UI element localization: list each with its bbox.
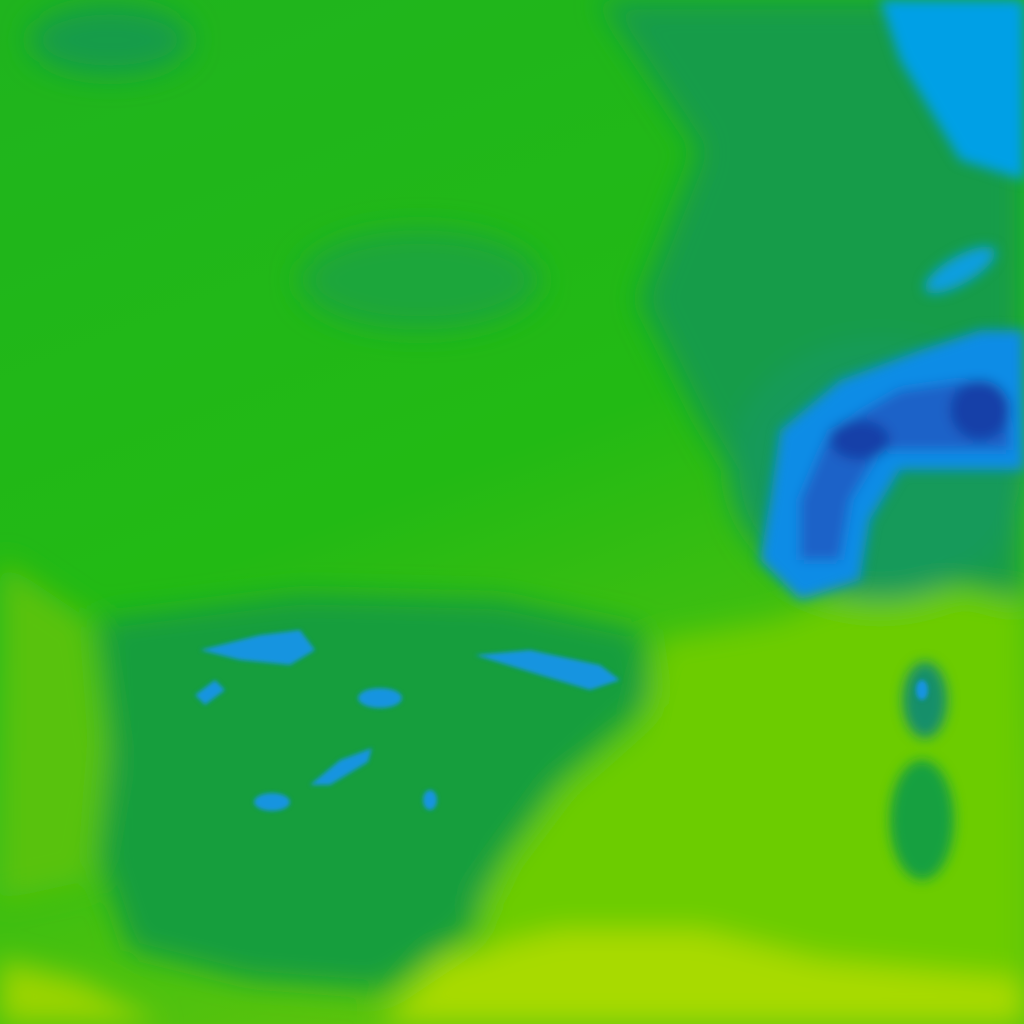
warm-region: [380, 930, 1024, 1024]
iberia: [100, 595, 650, 990]
mountain: [916, 680, 928, 700]
mountain: [254, 793, 290, 811]
alps-peak: [950, 380, 1010, 440]
mountain: [310, 748, 372, 785]
mountain: [423, 790, 437, 810]
cold-area: [880, 0, 1024, 180]
warm-region: [0, 960, 160, 1024]
cold-area: [924, 246, 996, 294]
mountain: [358, 688, 402, 708]
sardinia: [890, 760, 954, 880]
corsica: [903, 662, 947, 738]
mountain: [200, 630, 315, 665]
sea: [480, 580, 1024, 1024]
cool-patch: [300, 230, 540, 330]
cool-patch: [30, 5, 190, 75]
warm-region: [0, 560, 110, 900]
mountain: [475, 650, 620, 690]
alps-peak: [830, 420, 890, 460]
mountain: [195, 680, 225, 705]
cold-areas: [760, 0, 1024, 880]
mountain-spots: [195, 630, 928, 811]
